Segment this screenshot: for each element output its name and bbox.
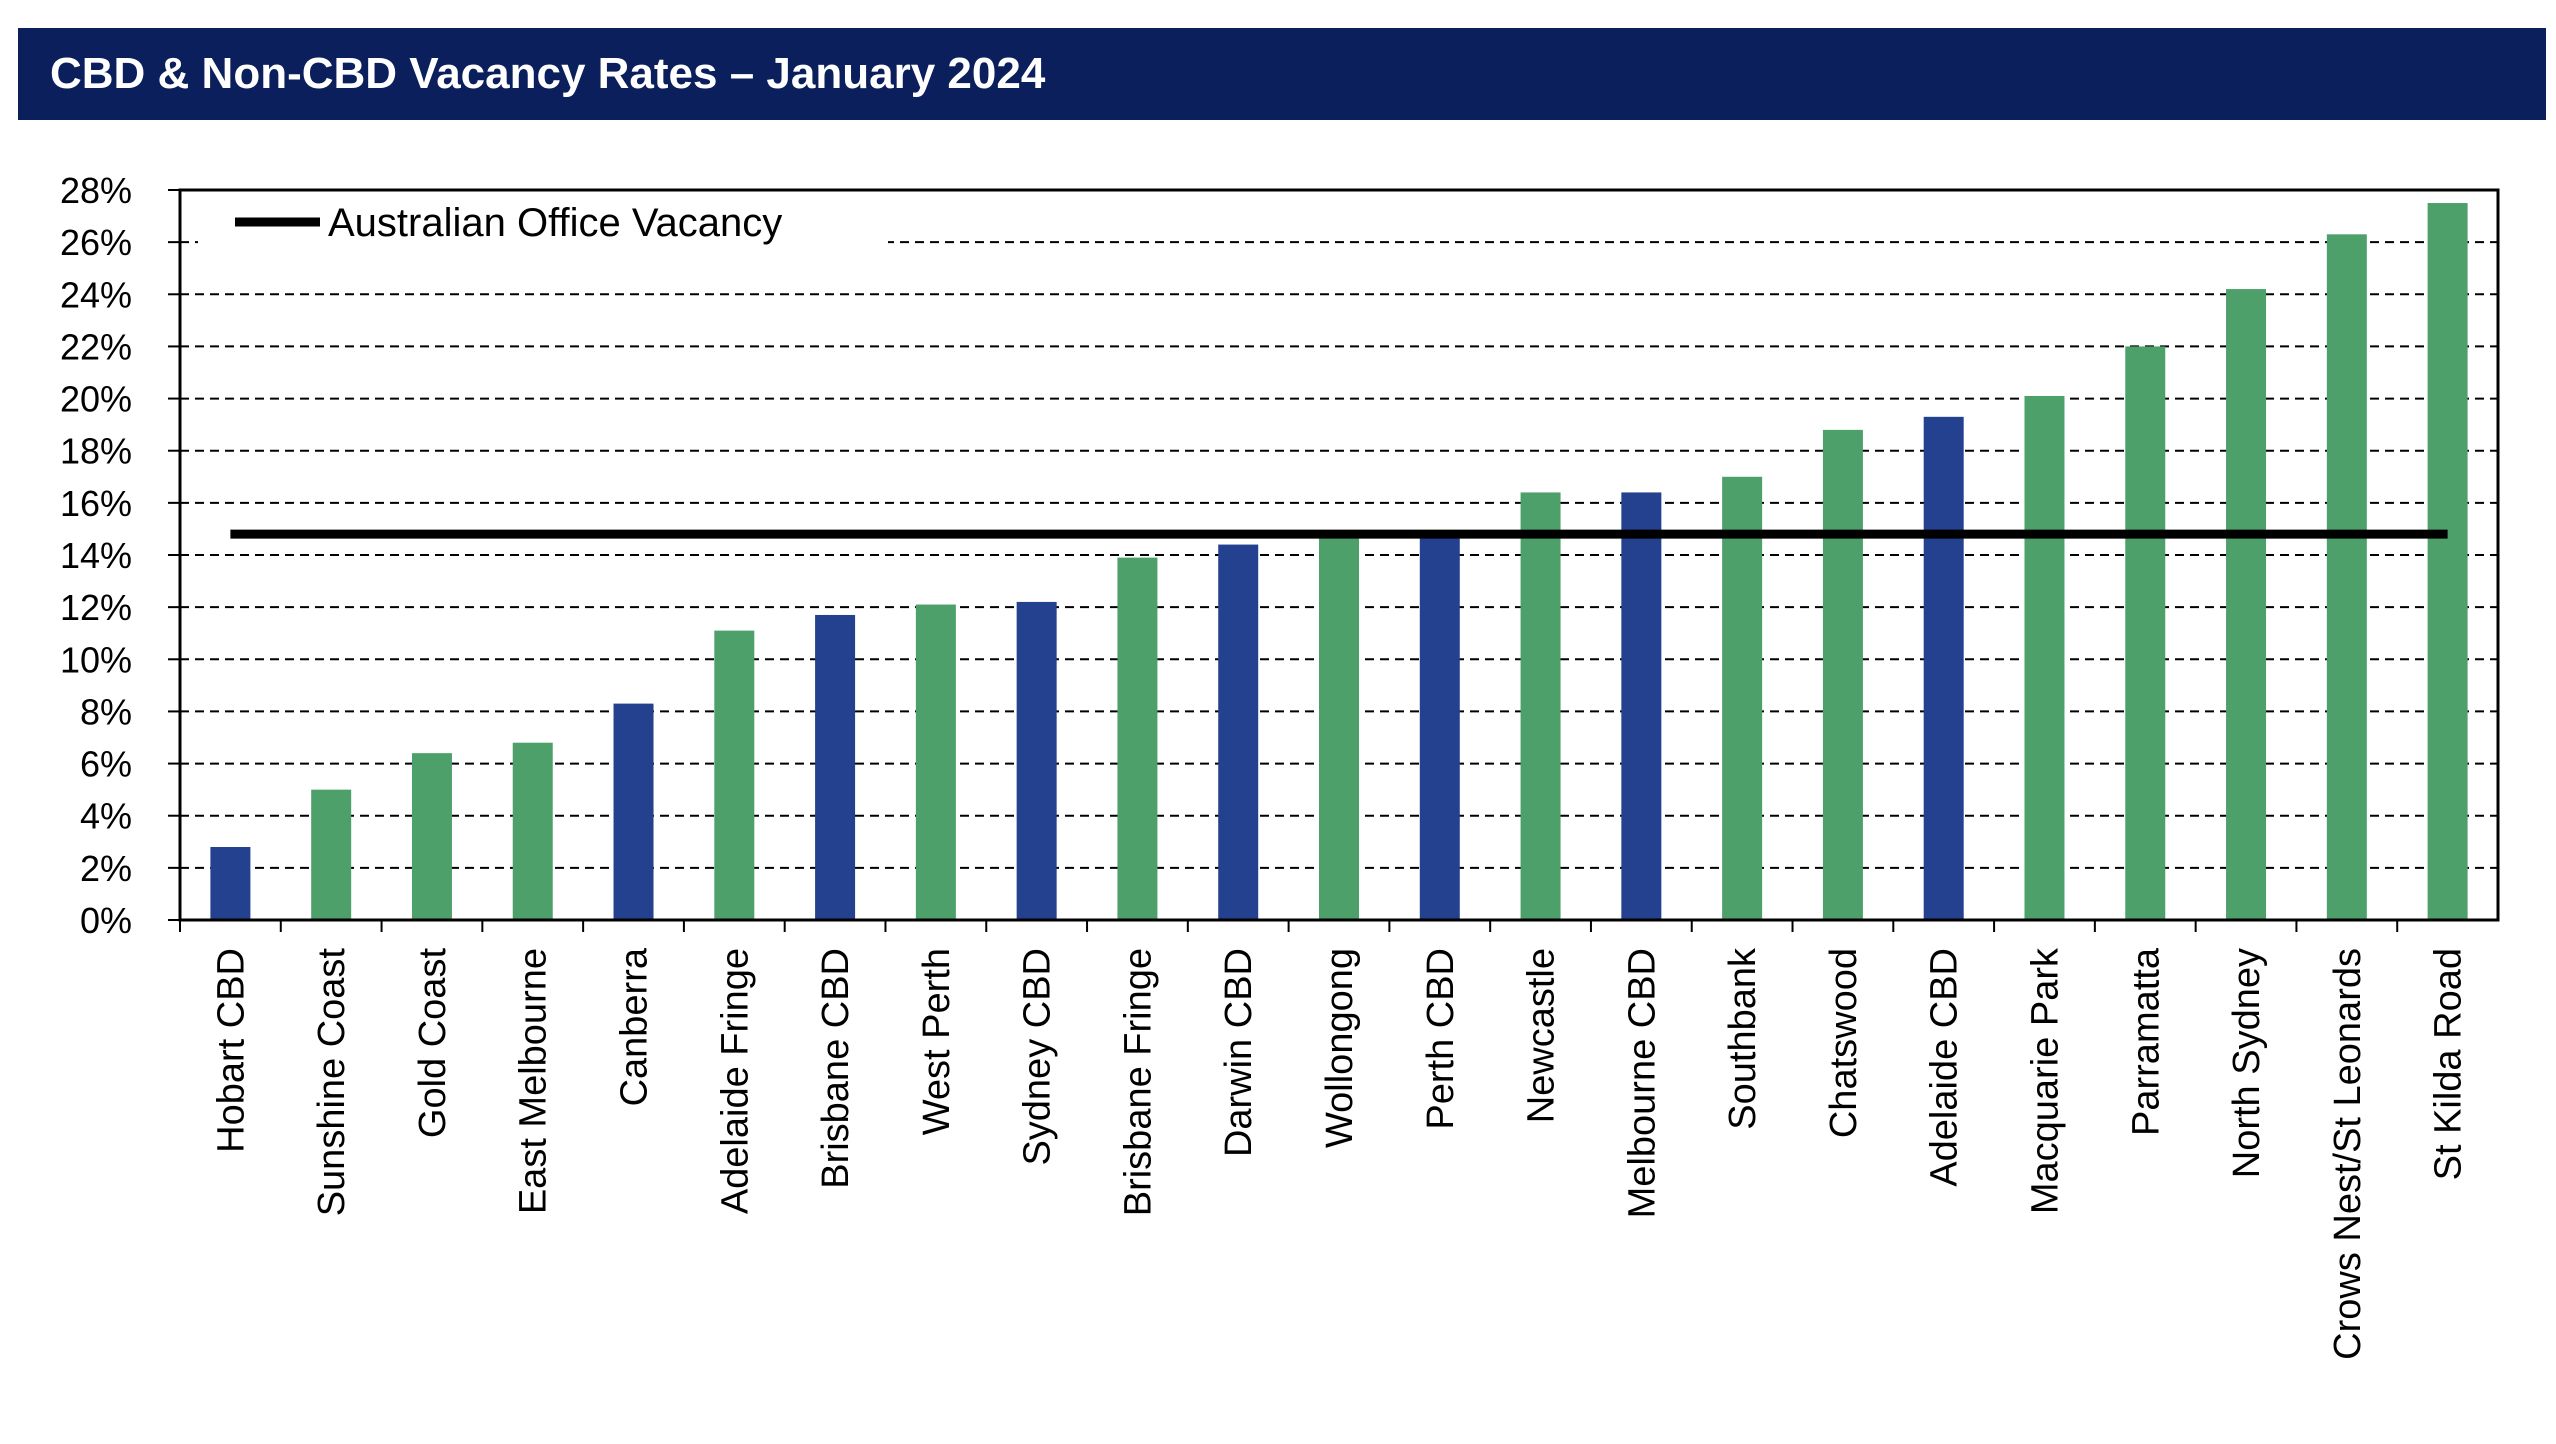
bar-hobart-cbd xyxy=(210,847,251,920)
y-tick-label: 10% xyxy=(60,639,132,680)
y-tick-label: 14% xyxy=(60,535,132,576)
bar-sydney-cbd xyxy=(1016,601,1057,920)
category-label: Chatswood xyxy=(1823,948,1865,1138)
category-label: Gold Coast xyxy=(412,948,454,1139)
bar-southbank xyxy=(1722,476,1763,920)
category-label: Canberra xyxy=(614,947,656,1106)
y-axis: 0% 2% 4% 6% 8% 10% 12% 14% 16% 18% 20% 22% 24% 26% 28% xyxy=(60,170,180,941)
category-label: North Sydney xyxy=(2226,948,2268,1178)
y-tick-label: 6% xyxy=(80,744,132,785)
y-tick-label: 28% xyxy=(60,170,132,211)
category-label: Melbourne CBD xyxy=(1621,948,1663,1218)
y-tick-label: 2% xyxy=(80,848,132,889)
category-label: West Perth xyxy=(916,948,958,1135)
category-label: Adelaide Fringe xyxy=(714,948,756,1214)
x-axis: Hobart CBD Sunshine Coast Gold Coast East M… xyxy=(179,920,2470,1360)
y-tick-label: 8% xyxy=(80,691,132,732)
plot-frame xyxy=(178,188,2500,922)
legend: Australian Office Vacancy xyxy=(198,194,888,250)
bar-melbourne-cbd xyxy=(1621,492,1662,920)
category-label: Sydney CBD xyxy=(1017,948,1059,1166)
vacancy-bar-chart: 0% 2% 4% 6% 8% 10% 12% 14% 16% 18% 20% 22% 24% 26% 28%… xyxy=(60,170,2500,1360)
bar-newcastle xyxy=(1520,492,1561,920)
category-label: Adelaide CBD xyxy=(1924,948,1966,1187)
bar-crows-nest-st-leonards xyxy=(2326,234,2367,921)
y-tick-label: 20% xyxy=(60,379,132,420)
y-tick-label: 4% xyxy=(80,796,132,837)
bar-perth-cbd xyxy=(1419,536,1460,920)
bar-adelaide-fringe xyxy=(714,630,755,920)
category-label: Perth CBD xyxy=(1420,948,1462,1130)
chart-header: CBD & Non-CBD Vacancy Rates – January 20… xyxy=(18,28,2546,120)
y-tick-label: 18% xyxy=(60,431,132,472)
category-label: Hobart CBD xyxy=(210,948,252,1153)
category-label: Crows Nest/St Leonards xyxy=(2327,948,2369,1360)
category-label: Brisbane CBD xyxy=(815,948,857,1189)
y-tick-label: 26% xyxy=(60,222,132,263)
category-label: Newcastle xyxy=(1521,948,1563,1123)
bars xyxy=(210,203,2468,921)
category-label: Wollongong xyxy=(1319,948,1361,1148)
bar-adelaide-cbd xyxy=(1923,416,1964,920)
bar-macquarie-park xyxy=(2024,395,2065,920)
bar-north-sydney xyxy=(2226,289,2267,920)
bar-brisbane-fringe xyxy=(1117,557,1158,920)
category-label: St Kilda Road xyxy=(2428,948,2470,1180)
legend-label: Australian Office Vacancy xyxy=(328,201,782,245)
bar-parramatta xyxy=(2125,346,2166,920)
category-label: East Melbourne xyxy=(513,948,555,1214)
bar-brisbane-cbd xyxy=(815,614,856,920)
bar-wollongong xyxy=(1319,536,1359,920)
category-label: Brisbane Fringe xyxy=(1117,948,1159,1216)
bar-east-melbourne xyxy=(512,742,553,920)
category-label: Macquarie Park xyxy=(2024,947,2066,1214)
bar-sunshine-coast xyxy=(311,789,352,920)
bar-canberra xyxy=(613,703,654,920)
y-tick-label: 0% xyxy=(80,900,132,941)
bar-chatswood xyxy=(1822,429,1863,920)
category-label: Southbank xyxy=(1722,947,1764,1130)
y-tick-label: 24% xyxy=(60,274,132,315)
y-tick-label: 12% xyxy=(60,587,132,628)
category-label: Sunshine Coast xyxy=(311,948,353,1217)
chart-title: CBD & Non-CBD Vacancy Rates – January 20… xyxy=(50,49,1046,98)
category-label: Darwin CBD xyxy=(1218,948,1260,1157)
bar-west-perth xyxy=(915,604,956,920)
bar-gold-coast xyxy=(411,753,452,920)
category-label: Parramatta xyxy=(2125,947,2167,1136)
bar-st-kilda-road xyxy=(2427,203,2468,920)
y-tick-label: 22% xyxy=(60,326,132,367)
bar-darwin-cbd xyxy=(1218,544,1259,920)
y-tick-label: 16% xyxy=(60,483,132,524)
